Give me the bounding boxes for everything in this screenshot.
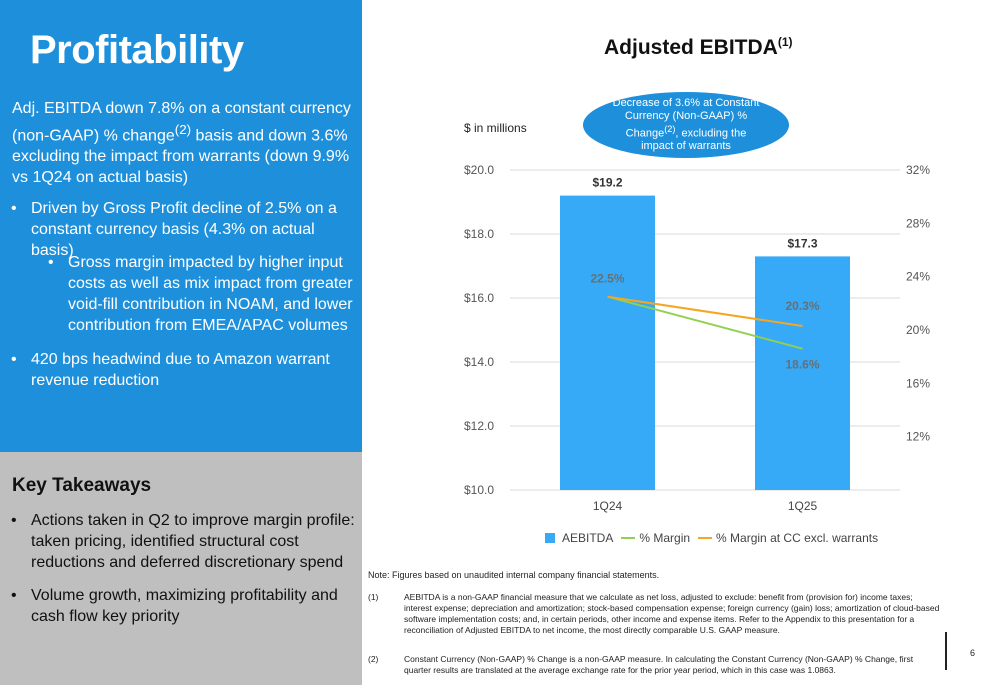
financial-note: Note: Figures based on unaudited interna…	[368, 570, 660, 580]
bullet-list: Driven by Gross Profit decline of 2.5% o…	[11, 198, 356, 261]
legend-line-cc-margin	[698, 537, 713, 539]
y2-tick-label: 20%	[906, 323, 930, 337]
bullet-gross-profit: Driven by Gross Profit decline of 2.5% o…	[11, 198, 356, 261]
callout-footnote-ref: (2)	[664, 123, 676, 134]
takeaway-item: Volume growth, maximizing profitability …	[11, 585, 356, 627]
takeaway-item: Actions taken in Q2 to improve margin pr…	[11, 510, 356, 573]
takeaways-panel: Key Takeaways Actions taken in Q2 to imp…	[0, 452, 362, 685]
callout-bubble: Decrease of 3.6% at Constant Currency (N…	[583, 92, 789, 158]
series-line	[607, 295, 803, 327]
bar	[755, 256, 850, 490]
line-value-label: 20.3%	[785, 299, 819, 313]
series-line	[607, 295, 803, 350]
legend-item-margin: % Margin	[621, 531, 690, 545]
legend-swatch-aebitda	[545, 533, 555, 543]
x-tick-label: 1Q24	[593, 499, 623, 513]
y-tick-label: $10.0	[464, 483, 494, 497]
y-tick-label: $16.0	[464, 291, 494, 305]
page-divider	[945, 632, 947, 670]
chart-title: Adjusted EBITDA(1)	[604, 35, 793, 60]
intro-footnote-ref: (2)	[174, 122, 192, 137]
footnote-text: Constant Currency (Non-GAAP) % Change is…	[404, 654, 914, 675]
y-tick-label: $12.0	[464, 419, 494, 433]
footnote-text: AEBITDA is a non-GAAP financial measure …	[404, 592, 940, 635]
line-value-label: 22.5%	[590, 272, 624, 286]
line-value-label: 18.6%	[785, 358, 819, 372]
y2-tick-label: 24%	[906, 270, 930, 284]
intro-paragraph: Adj. EBITDA down 7.8% on a constant curr…	[12, 98, 357, 188]
bullet-list-2: 420 bps headwind due to Amazon warrant r…	[11, 349, 356, 391]
legend-label: % Margin at CC excl. warrants	[716, 531, 879, 545]
bar-value-label: $19.2	[592, 176, 622, 190]
y-tick-label: $14.0	[464, 355, 494, 369]
callout-line-1: Decrease of 3.6% at Constant Currency (N…	[612, 96, 760, 140]
slide-title: Profitability	[30, 28, 244, 72]
summary-panel: Profitability Adj. EBITDA down 7.8% on a…	[0, 0, 362, 452]
bullet-warrant-headwind: 420 bps headwind due to Amazon warrant r…	[11, 349, 356, 391]
y-tick-label: $18.0	[464, 227, 494, 241]
callout-text: Decrease of 3.6% at Constant Currency (N…	[609, 97, 763, 154]
bar-value-label: $17.3	[787, 236, 817, 250]
bar	[560, 195, 655, 490]
chart-title-footnote-ref: (1)	[777, 35, 793, 49]
legend-label: AEBITDA	[562, 531, 614, 545]
footnote-number: (2)	[368, 654, 379, 664]
sub-bullet-list: Gross margin impacted by higher input co…	[48, 252, 353, 336]
y2-tick-label: 12%	[906, 430, 930, 444]
callout-line-2: , excluding the impact of warrants	[641, 127, 747, 153]
legend-label: % Margin	[639, 531, 691, 545]
legend-line-margin	[621, 537, 636, 539]
chart-title-text: Adjusted EBITDA	[604, 36, 778, 59]
legend-item-cc-margin: % Margin at CC excl. warrants	[698, 531, 878, 545]
y2-tick-label: 32%	[906, 163, 930, 177]
footnote-number: (1)	[368, 592, 379, 602]
units-label: $ in millions	[464, 121, 527, 135]
takeaways-list: Actions taken in Q2 to improve margin pr…	[11, 510, 356, 639]
y2-tick-label: 16%	[906, 376, 930, 390]
ebitda-chart: $20.0 $18.0 $16.0 $14.0 $12.0 $10.0 32% 28% 24% 2…	[464, 163, 930, 513]
y-tick-label: $20.0	[464, 163, 494, 177]
takeaways-title: Key Takeaways	[12, 475, 152, 496]
bullet-gross-margin: Gross margin impacted by higher input co…	[48, 252, 353, 336]
page-number: 6	[970, 648, 976, 658]
intro-text: Adj. EBITDA down 7.8% on a constant curr…	[12, 100, 351, 145]
legend-item-aebitda: AEBITDA	[545, 531, 613, 545]
intro-text-rest: basis and down 3.6% excluding the impact…	[12, 127, 350, 187]
x-tick-label: 1Q25	[788, 499, 818, 513]
chart-legend: AEBITDA % Margin % Margin at CC excl. wa…	[545, 531, 878, 545]
y2-tick-label: 28%	[906, 216, 930, 230]
